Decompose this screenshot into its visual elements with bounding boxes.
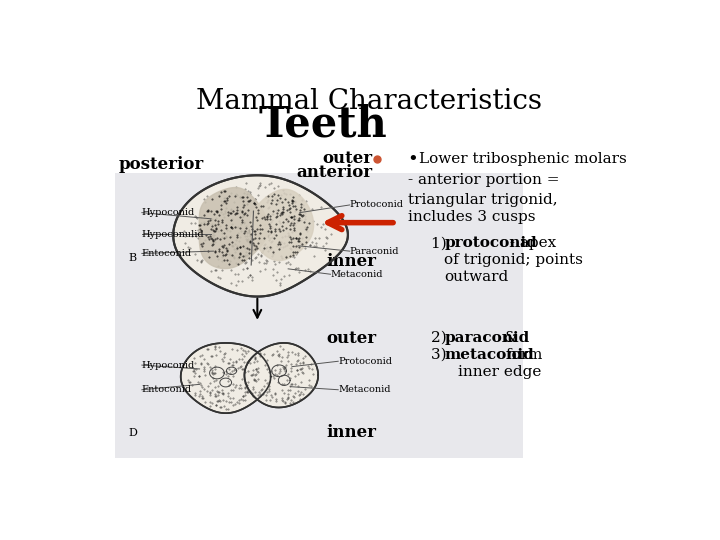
Text: Entoconid: Entoconid bbox=[142, 385, 192, 394]
Text: inner: inner bbox=[327, 424, 377, 441]
Text: form: form bbox=[500, 348, 542, 362]
Polygon shape bbox=[181, 343, 271, 413]
Text: Hypoconid: Hypoconid bbox=[142, 361, 195, 369]
Text: &: & bbox=[499, 331, 518, 345]
Polygon shape bbox=[199, 187, 269, 268]
Text: D: D bbox=[129, 428, 138, 438]
Text: triangular trigonid,: triangular trigonid, bbox=[408, 193, 557, 206]
Text: Metaconid: Metaconid bbox=[338, 385, 391, 394]
Text: Teeth: Teeth bbox=[258, 103, 387, 145]
Bar bbox=[115, 173, 523, 457]
Text: - anterior portion =: - anterior portion = bbox=[408, 173, 559, 187]
Text: Mammal Characteristics: Mammal Characteristics bbox=[196, 88, 542, 115]
Text: Paraconid: Paraconid bbox=[350, 247, 400, 255]
Text: Metaconid: Metaconid bbox=[330, 270, 383, 279]
Text: metaconid: metaconid bbox=[444, 348, 534, 362]
Text: Lower tribosphenic molars: Lower tribosphenic molars bbox=[419, 152, 627, 166]
Text: outer: outer bbox=[323, 150, 373, 167]
Text: 3): 3) bbox=[431, 348, 451, 362]
Text: outward: outward bbox=[444, 269, 509, 284]
Text: B: B bbox=[129, 253, 137, 263]
Text: includes 3 cusps: includes 3 cusps bbox=[408, 210, 535, 224]
Text: outer: outer bbox=[327, 329, 377, 347]
Text: •: • bbox=[408, 150, 418, 168]
Text: of trigonid; points: of trigonid; points bbox=[444, 253, 583, 267]
Text: protoconid: protoconid bbox=[444, 237, 537, 251]
Text: 1): 1) bbox=[431, 237, 451, 251]
Text: inner edge: inner edge bbox=[459, 365, 541, 379]
Text: Protoconid: Protoconid bbox=[350, 200, 404, 210]
Polygon shape bbox=[244, 343, 318, 408]
Text: inner: inner bbox=[327, 253, 377, 269]
Text: Protoconid: Protoconid bbox=[338, 357, 392, 366]
Polygon shape bbox=[174, 176, 348, 296]
Text: Entoconid: Entoconid bbox=[142, 249, 192, 258]
Text: paraconid: paraconid bbox=[444, 331, 530, 345]
Text: anterior: anterior bbox=[297, 164, 373, 181]
Text: Hypoconulid: Hypoconulid bbox=[142, 230, 204, 239]
Polygon shape bbox=[251, 190, 314, 261]
Text: Hypoconid: Hypoconid bbox=[142, 208, 195, 217]
Text: posterior: posterior bbox=[119, 157, 204, 173]
Text: 2): 2) bbox=[431, 331, 451, 345]
Text: - apex: - apex bbox=[505, 237, 556, 251]
